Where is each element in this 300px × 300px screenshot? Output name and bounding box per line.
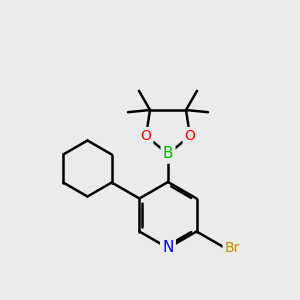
Text: N: N: [162, 241, 174, 256]
Text: O: O: [141, 129, 152, 143]
Text: B: B: [163, 146, 173, 161]
Text: Br: Br: [225, 241, 240, 254]
Text: O: O: [184, 129, 195, 143]
